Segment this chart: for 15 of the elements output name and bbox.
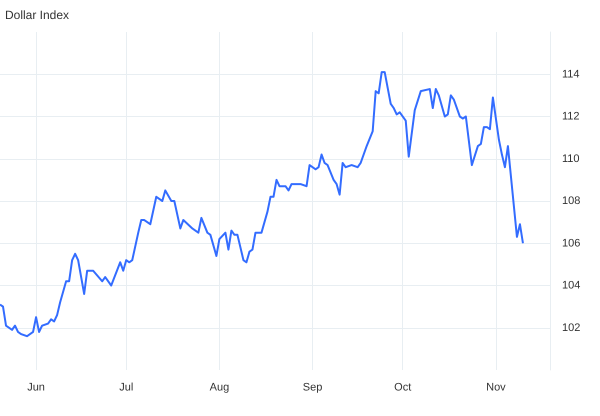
line-series — [0, 71, 524, 338]
y-tick-label: 106 — [562, 237, 580, 250]
x-tick-label: Sep — [302, 382, 322, 394]
y-tick-label: 110 — [562, 152, 580, 165]
x-tick-label: Jun — [27, 382, 45, 394]
chart-title: Dollar Index — [5, 8, 70, 22]
x-tick-label: Aug — [210, 382, 230, 394]
y-tick-label: 104 — [562, 280, 580, 292]
y-tick-label: 114 — [562, 68, 580, 80]
x-tick-label: Oct — [394, 382, 412, 394]
x-tick-label: Nov — [486, 382, 506, 394]
y-tick-label: 112 — [562, 110, 580, 122]
y-tick-label: 108 — [562, 195, 580, 207]
y-tick-label: 102 — [562, 322, 580, 334]
x-tick-label: Jul — [119, 382, 134, 394]
